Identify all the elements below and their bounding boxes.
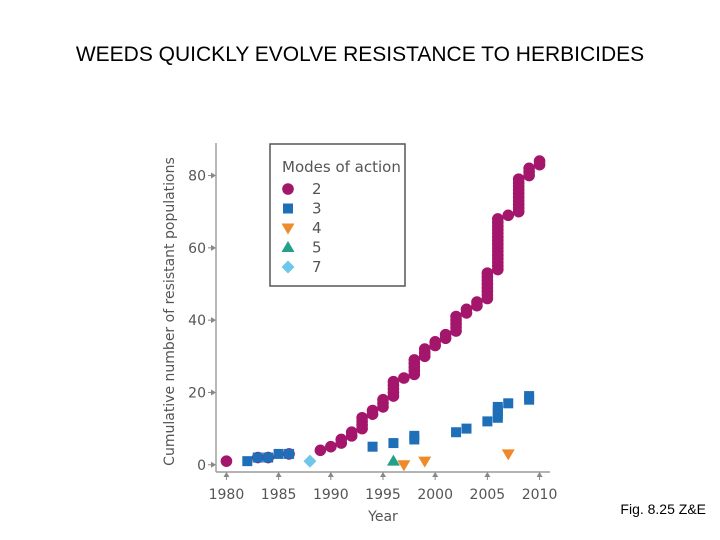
data-point-mode-3: [482, 416, 493, 427]
data-point-mode-2: [356, 411, 368, 424]
legend-marker-5: [281, 241, 295, 252]
legend-marker-7: [281, 260, 295, 274]
x-tick-arrow: [484, 472, 491, 477]
legend-marker-2: [282, 183, 294, 195]
x-axis-label: Year: [367, 509, 398, 525]
data-point-mode-2: [408, 354, 421, 366]
x-tick-label: 2000: [417, 487, 453, 503]
data-point-mode-2: [429, 336, 441, 348]
y-axis-label: Cumulative number of resistant populatio…: [162, 157, 178, 466]
data-point-mode-2: [220, 455, 233, 467]
x-tick-label: 2005: [470, 487, 506, 503]
data-point-mode-2: [450, 310, 462, 323]
legend-marker-3: [283, 203, 293, 214]
data-point-mode-2: [492, 213, 504, 225]
series-mode-3: [242, 391, 535, 467]
data-point-mode-2: [325, 440, 337, 453]
legend-label-3: 3: [312, 200, 322, 218]
data-point-mode-3: [252, 452, 263, 463]
legend-label-5: 5: [312, 239, 322, 257]
x-tick-label: 1995: [365, 487, 401, 503]
series-mode-4: [397, 449, 515, 472]
data-point-mode-2: [398, 372, 410, 384]
data-point-mode-2: [377, 393, 389, 406]
data-point-mode-2: [418, 343, 431, 355]
data-point-mode-2: [471, 296, 483, 308]
data-point-mode-3: [273, 448, 284, 459]
data-point-mode-3: [284, 448, 295, 459]
data-point-mode-2: [502, 209, 515, 222]
data-point-mode-4: [397, 460, 411, 472]
x-tick-arrow: [275, 472, 282, 477]
x-tick-arrow: [536, 472, 543, 477]
y-tick-arrow: [211, 461, 216, 468]
x-tick-label: 1990: [313, 487, 349, 503]
data-point-mode-2: [512, 173, 525, 185]
x-tick-label: 2010: [522, 487, 558, 503]
series-mode-5: [386, 454, 400, 466]
y-tick-arrow: [211, 389, 216, 396]
data-point-mode-7: [303, 454, 317, 468]
y-tick-arrow: [211, 172, 216, 179]
data-point-mode-2: [481, 267, 494, 279]
legend-box: [269, 143, 406, 287]
y-tick-label: 60: [188, 241, 206, 257]
data-point-mode-2: [335, 433, 348, 446]
data-point-mode-3: [451, 427, 462, 438]
data-point-mode-3: [409, 430, 420, 441]
y-tick-arrow: [211, 317, 216, 324]
x-tick-arrow: [432, 472, 439, 477]
x-tick-arrow: [327, 472, 334, 477]
x-tick-label: 1980: [209, 487, 245, 503]
figure-caption: Fig. 8.25 Z&E: [620, 501, 706, 517]
y-tick-arrow: [211, 244, 216, 251]
legend-marker-4: [281, 223, 295, 235]
data-point-mode-2: [387, 375, 400, 388]
data-point-mode-4: [418, 456, 432, 468]
legend-label-7: 7: [312, 258, 322, 276]
data-point-mode-2: [533, 155, 546, 167]
chart-axes: 0 20 40 60 80 1980 1985 1990 1995 2000 2005 2010 Yea…: [162, 143, 557, 525]
legend-title: Modes of action: [282, 158, 401, 176]
data-point-mode-2: [439, 328, 452, 341]
legend-label-4: 4: [312, 219, 322, 237]
data-point-mode-4: [501, 449, 515, 461]
data-point-mode-3: [524, 391, 535, 402]
y-tick-label: 40: [188, 313, 206, 329]
y-tick-label: 80: [188, 169, 206, 185]
data-point-mode-2: [366, 404, 379, 417]
data-point-mode-2: [460, 303, 473, 316]
series-mode-2: [220, 155, 546, 467]
data-point-mode-3: [461, 423, 472, 434]
x-tick-arrow: [380, 472, 386, 477]
data-point-mode-3: [503, 398, 514, 409]
data-point-mode-2: [523, 162, 535, 175]
y-tick-label: 0: [197, 458, 206, 474]
data-point-mode-3: [242, 456, 253, 467]
chart-marks: [220, 155, 546, 472]
y-tick-label: 20: [188, 385, 206, 401]
data-point-mode-5: [386, 454, 400, 466]
series-mode-7: [303, 454, 317, 468]
data-point-mode-3: [367, 441, 378, 452]
slide-title: WEEDS QUICKLY EVOLVE RESISTANCE TO HERBI…: [75, 43, 645, 66]
data-point-mode-3: [492, 401, 503, 412]
legend-label-2: 2: [312, 180, 322, 198]
x-tick-arrow: [223, 472, 230, 477]
data-point-mode-2: [314, 444, 327, 457]
data-point-mode-3: [263, 452, 274, 463]
chart-legend: Modes of action 2 34 57: [269, 143, 406, 287]
data-point-mode-2: [345, 426, 358, 439]
x-tick-label: 1985: [261, 487, 297, 503]
data-point-mode-3: [388, 438, 399, 449]
